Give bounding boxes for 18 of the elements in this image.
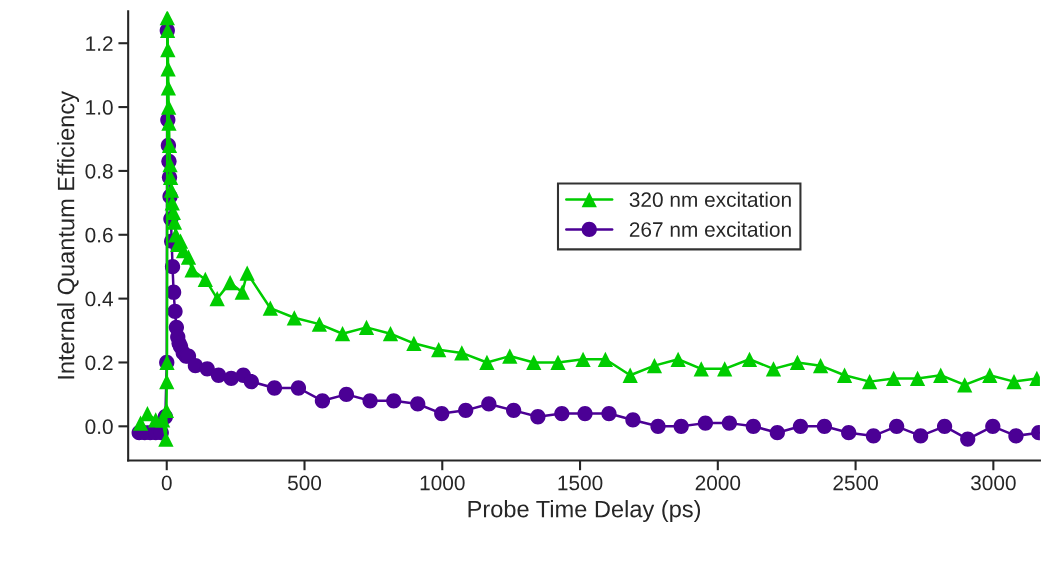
y-tick-label: 0.2	[85, 355, 113, 371]
y-tick-label: 0.6	[85, 227, 113, 243]
y-tick-label: 1.0	[86, 100, 113, 115]
x-tick-label: 3000	[970, 475, 1016, 491]
x-tick-label: 500	[287, 475, 322, 491]
legend-label: 320 nm excitation	[629, 191, 791, 208]
y-tick-label: 1.2	[86, 36, 113, 51]
y-tick-label: 0.0	[85, 419, 113, 435]
x-tick-label: 2500	[833, 475, 878, 491]
x-tick-label: 1000	[420, 475, 465, 491]
x-tick-label: 2000	[695, 475, 741, 491]
y-axis-title: Internal Quantum Efficiency	[57, 91, 80, 379]
y-tick-label: 0.8	[85, 163, 113, 179]
y-tick-label: 0.4	[85, 291, 113, 307]
x-axis-title: Probe Time Delay (ps)	[468, 500, 701, 523]
x-tick-label: 0	[161, 475, 172, 491]
x-tick-label: 1500	[558, 475, 603, 491]
legend-label: 267 nm excitation	[629, 221, 791, 237]
